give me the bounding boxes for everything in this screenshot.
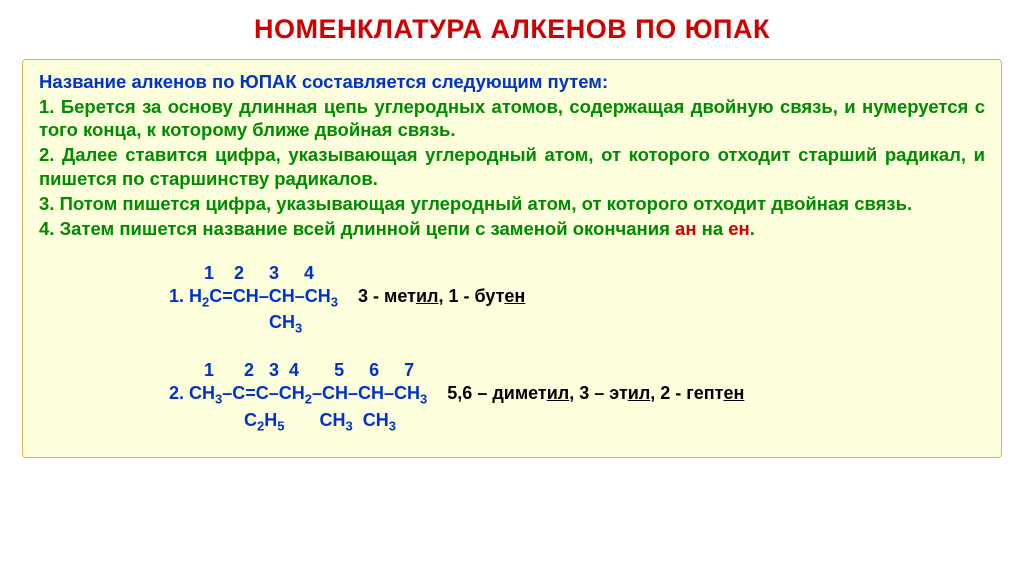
- rule4-en: ен: [728, 218, 749, 239]
- rule-1: 1. Берется за основу длинная цепь углеро…: [39, 95, 985, 141]
- intro-text: Название алкенов по ЮПАК составляется сл…: [39, 70, 985, 93]
- rule-3: 3. Потом пишется цифра, указывающая угле…: [39, 192, 985, 215]
- example-2: 1 2 3 4 5 6 7 2. CH3–C=C–CH2–CH–CH–CH3 5…: [169, 359, 985, 434]
- content-box: Название алкенов по ЮПАК составляется сл…: [22, 59, 1002, 458]
- ex2-name-p1: 5,6 – димет: [447, 383, 546, 403]
- example-1: 1 2 3 4 1. H2C=CH–CH–CH3 3 - метил, 1 - …: [169, 262, 985, 337]
- ex2-name-u3: ен: [724, 383, 745, 403]
- rule-2: 2. Далее ставится цифра, указывающая угл…: [39, 143, 985, 189]
- ex1-name-u1: ил: [416, 286, 439, 306]
- ex1-numbers: 1 2 3 4: [169, 262, 985, 285]
- rule4-suffix: .: [750, 218, 755, 239]
- slide: НОМЕНКЛАТУРА АЛКЕНОВ ПО ЮПАК Название ал…: [0, 0, 1024, 574]
- slide-title: НОМЕНКЛАТУРА АЛКЕНОВ ПО ЮПАК: [0, 0, 1024, 55]
- ex1-formula: 1. H2C=CH–CH–CH3 3 - метил, 1 - бутен: [169, 285, 985, 311]
- ex1-name-p2: , 1 - бут: [438, 286, 504, 306]
- rule4-mid: на: [697, 218, 729, 239]
- ex2-name-p2: , 3 – эт: [569, 383, 628, 403]
- ex2-sub: C2H5 CH3 CH3: [169, 409, 985, 435]
- rule4-an: ан: [675, 218, 696, 239]
- ex1-name-p1: 3 - мет: [358, 286, 416, 306]
- ex2-numbers: 1 2 3 4 5 6 7: [169, 359, 985, 382]
- ex1-sub: CH3: [169, 311, 985, 337]
- rule4-prefix: 4. Затем пишется название всей длинной ц…: [39, 218, 675, 239]
- rule-4: 4. Затем пишется название всей длинной ц…: [39, 217, 985, 240]
- ex2-name-u1: ил: [547, 383, 570, 403]
- ex2-name-u2: ил: [628, 383, 651, 403]
- ex2-name-p3: , 2 - гепт: [650, 383, 723, 403]
- examples: 1 2 3 4 1. H2C=CH–CH–CH3 3 - метил, 1 - …: [169, 262, 985, 435]
- ex1-name-u2: ен: [504, 286, 525, 306]
- ex2-formula: 2. CH3–C=C–CH2–CH–CH–CH3 5,6 – диметил, …: [169, 382, 985, 408]
